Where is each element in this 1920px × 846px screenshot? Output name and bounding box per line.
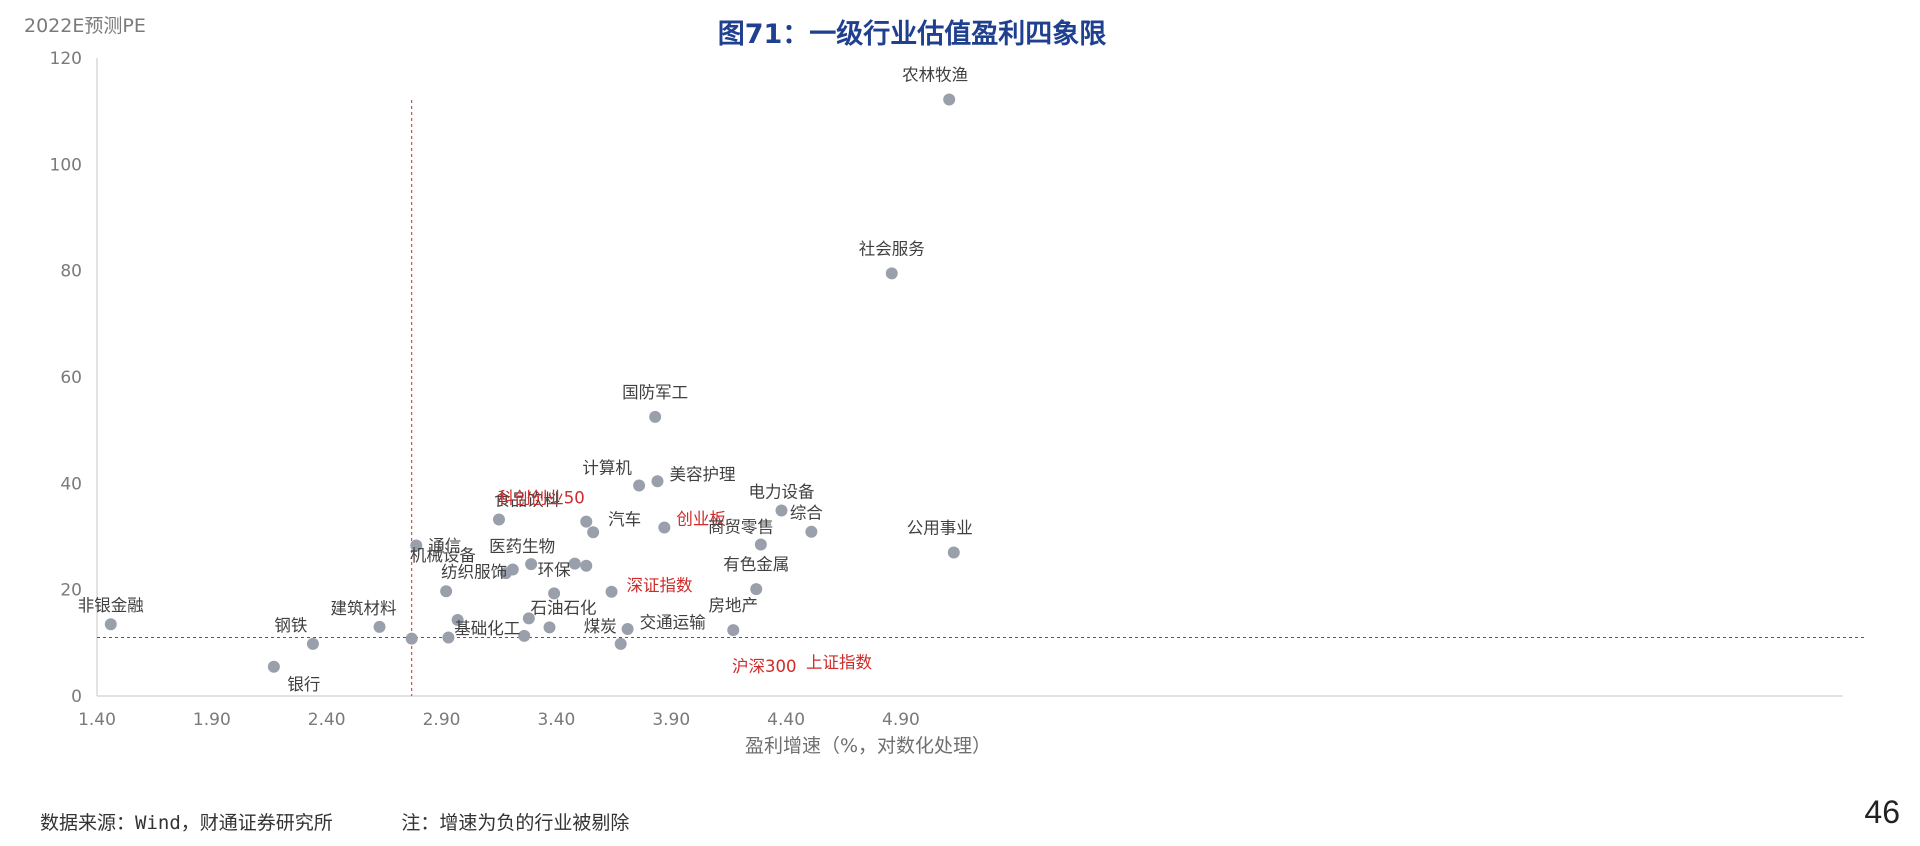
data-point xyxy=(775,504,788,517)
data-point xyxy=(522,612,535,625)
data-point xyxy=(805,525,818,538)
point-label: 农林牧渔 xyxy=(902,65,968,84)
data-point xyxy=(750,583,763,596)
data-point xyxy=(306,637,319,650)
point-label: 科创创业50 xyxy=(498,489,585,508)
data-point xyxy=(548,587,561,600)
data-point xyxy=(442,631,455,644)
y-tick-label: 60 xyxy=(60,368,82,388)
point-label: 房地产 xyxy=(709,596,759,615)
axes xyxy=(96,58,1843,697)
data-point xyxy=(651,475,664,488)
data-point xyxy=(568,557,581,570)
x-tick-label: 1.40 xyxy=(78,710,116,730)
y-tick-label: 0 xyxy=(71,687,82,707)
y-tick-label: 20 xyxy=(60,581,82,601)
y-tick-label: 40 xyxy=(60,474,82,494)
point-label: 食品饮料 xyxy=(494,490,560,509)
data-point xyxy=(543,621,556,634)
data-point xyxy=(621,623,634,636)
point-label: 钢铁 xyxy=(274,616,307,635)
point-label: 机械设备 xyxy=(410,546,477,565)
point-label: 建筑材料 xyxy=(331,599,397,618)
tick-labels: 0 20 40 60 80 100 120 1.40 1.90 2.40 2.90 3.40 3.90 4… xyxy=(50,49,920,730)
point-label: 计算机 xyxy=(582,458,632,477)
x-tick-label: 3.90 xyxy=(652,710,690,730)
data-point xyxy=(614,637,627,650)
point-label: 非银金融 xyxy=(78,596,144,615)
point-label: 环保 xyxy=(538,560,572,579)
y-tick-label: 120 xyxy=(50,49,82,69)
data-point xyxy=(104,618,117,631)
x-tick-label: 4.90 xyxy=(882,710,920,730)
point-label: 医药生物 xyxy=(489,537,555,556)
point-label: 有色金属 xyxy=(723,555,789,574)
data-point xyxy=(518,629,531,642)
data-point xyxy=(727,624,740,637)
data-point xyxy=(492,513,505,526)
data-point xyxy=(587,526,600,539)
point-label: 商贸零售 xyxy=(708,517,774,536)
data-point xyxy=(451,613,464,626)
point-label: 公用事业 xyxy=(907,518,973,537)
data-point xyxy=(605,585,618,598)
data-point xyxy=(754,538,767,551)
data-point xyxy=(947,546,960,559)
data-point xyxy=(405,632,418,645)
x-tick-label: 1.90 xyxy=(193,710,231,730)
x-tick-label: 2.90 xyxy=(423,710,461,730)
data-point xyxy=(440,585,453,598)
data-point xyxy=(943,93,956,106)
chart-title: 图71：一级行业估值盈利四象限 xyxy=(718,18,1107,50)
point-label: 煤炭 xyxy=(584,617,617,636)
data-point xyxy=(506,563,519,576)
index-label: 沪深300 xyxy=(732,657,797,676)
x-tick-label: 4.40 xyxy=(767,710,805,730)
data-point xyxy=(525,558,538,571)
point-label: 石油石化 xyxy=(531,598,597,617)
data-point xyxy=(373,620,386,633)
point-label: 纺织服饰 xyxy=(441,562,507,581)
point-label: 银行 xyxy=(287,675,320,694)
point-label: 社会服务 xyxy=(859,239,925,258)
reference-lines xyxy=(97,100,1865,696)
page-number: 46 xyxy=(1864,794,1900,830)
y-tick-label: 80 xyxy=(60,262,82,282)
data-point xyxy=(267,660,280,673)
data-point xyxy=(885,267,898,280)
x-tick-label: 2.40 xyxy=(308,710,346,730)
data-point xyxy=(580,559,593,572)
data-point xyxy=(633,479,646,492)
data-point xyxy=(649,410,662,423)
data-point xyxy=(658,521,671,534)
point-label: 国防军工 xyxy=(622,383,688,402)
source-note: 数据来源：Wind，财通证券研究所 注：增速为负的行业被剔除 xyxy=(40,812,630,834)
data-point xyxy=(410,539,423,552)
y-axis-title: 2022E预测PE xyxy=(24,15,146,37)
point-label: 深证指数 xyxy=(627,576,694,595)
point-label: 基础化工 xyxy=(454,619,520,638)
data-point xyxy=(580,515,593,528)
point-label: 综合 xyxy=(790,504,823,523)
point-label: 电力设备 xyxy=(749,482,816,501)
x-tick-label: 3.40 xyxy=(537,710,575,730)
point-label: 汽车 xyxy=(608,510,641,529)
point-label: 交通运输 xyxy=(640,613,707,632)
data-points xyxy=(104,93,960,673)
point-label: 美容护理 xyxy=(669,465,735,484)
y-tick-label: 100 xyxy=(50,155,82,175)
point-label: 创业板 xyxy=(676,509,726,528)
point-label: 通信 xyxy=(428,537,461,556)
index-label: 上证指数 xyxy=(806,653,873,672)
x-axis-title: 盈利增速（%，对数化处理） xyxy=(745,735,991,757)
